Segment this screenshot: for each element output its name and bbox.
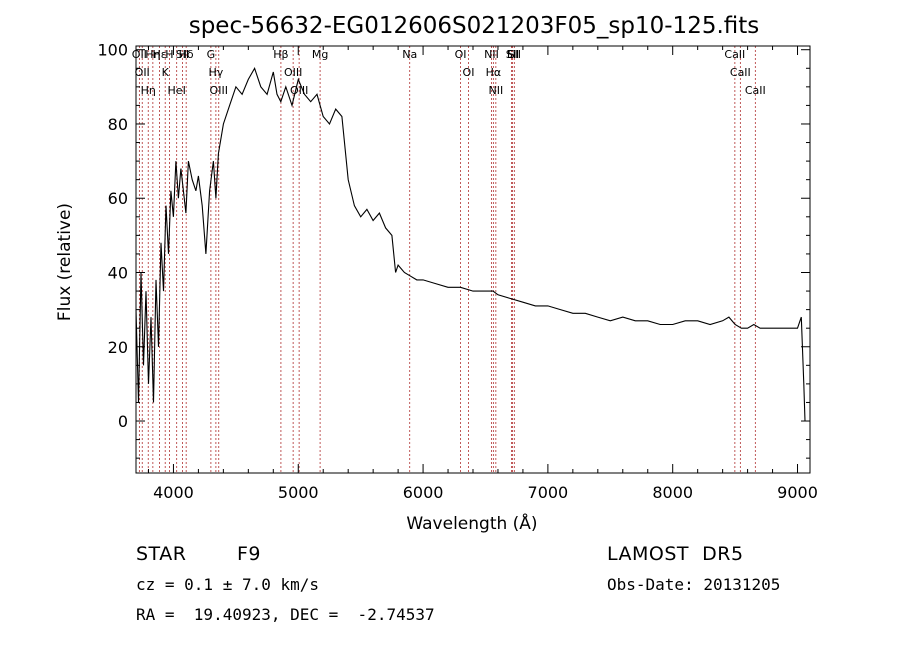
plot-frame	[135, 45, 811, 474]
line-marker-label: SII	[176, 48, 189, 61]
line-marker-label: Hε	[152, 48, 166, 61]
line-marker-label: Hδ	[179, 48, 194, 61]
y-tick-label: 80	[108, 115, 128, 134]
line-marker-label: CaII	[724, 48, 745, 61]
x-axis-ticks: 4000 5000 6000 7000 8000 9000	[147, 46, 818, 502]
object-class: STAR	[136, 543, 187, 565]
chart-title: spec-56632-EG012606S021203F05_sp10-125.f…	[189, 13, 760, 39]
object-subclass: F9	[237, 543, 262, 565]
spectrum-line	[135, 66, 806, 422]
y-tick-label: 20	[108, 338, 128, 357]
line-marker-label: G	[207, 48, 216, 61]
y-axis-ticks: 0 20 40 60 80 100	[97, 41, 810, 459]
line-marker-label: OII	[135, 66, 150, 79]
x-tick-label: 4000	[153, 483, 194, 502]
line-marker-label: Hβ	[273, 48, 288, 61]
line-marker-label: Mg	[312, 48, 328, 61]
line-marker-label: OI	[463, 66, 475, 79]
line-marker-label: Hα	[486, 66, 502, 79]
y-axis-label: Flux (relative)	[55, 203, 75, 321]
line-marker-label: K	[162, 66, 170, 79]
line-marker-label: SII	[508, 48, 521, 61]
line-marker-label: Na	[402, 48, 417, 61]
line-marker-label: OIII	[210, 84, 228, 97]
y-tick-label: 100	[97, 41, 128, 60]
x-tick-label: 8000	[652, 483, 693, 502]
line-marker-label: Li	[507, 48, 516, 61]
line-marker-label: H	[165, 48, 173, 61]
redshift-cz: cz = 0.1 ± 7.0 km/s	[136, 575, 320, 594]
line-marker-label: CaII	[730, 66, 751, 79]
x-tick-label: 5000	[278, 483, 319, 502]
line-marker-label: NII	[484, 48, 499, 61]
x-tick-label: 7000	[528, 483, 569, 502]
x-axis-label: Wavelength (Å)	[406, 512, 537, 534]
line-marker-label: CaII	[745, 84, 766, 97]
sky-coordinates: RA = 19.40923, DEC = -2.74537	[136, 605, 435, 624]
line-marker-label: OI	[455, 48, 467, 61]
line-marker-label: SII	[506, 48, 519, 61]
x-tick-label: 9000	[777, 483, 818, 502]
line-marker-label: Hγ	[208, 66, 223, 79]
x-tick-label: 6000	[403, 483, 444, 502]
line-marker-label: Hη	[145, 48, 160, 61]
y-tick-label: 0	[118, 412, 128, 431]
line-markers	[138, 46, 756, 473]
line-marker-label: NII	[488, 84, 503, 97]
line-marker-label: OIII	[284, 66, 302, 79]
observation-date: Obs-Date: 20131205	[607, 575, 781, 594]
y-tick-label: 40	[108, 263, 128, 282]
y-tick-label: 60	[108, 189, 128, 208]
line-marker-label: HeI	[168, 84, 186, 97]
line-marker-label: Hη	[141, 84, 156, 97]
survey-name: LAMOST DR5	[607, 543, 744, 565]
